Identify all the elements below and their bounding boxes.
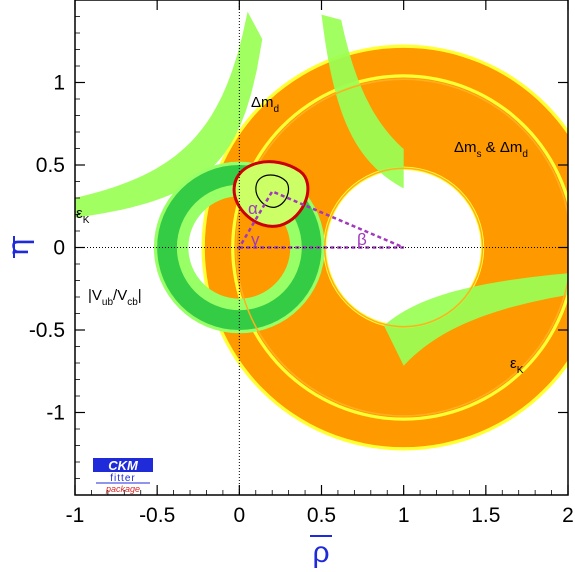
- y-tick-label: 0: [53, 237, 65, 260]
- label-eps-k-right: εK: [510, 355, 524, 376]
- logo-bar: [93, 458, 153, 472]
- x-tick-label: 1.5: [471, 504, 500, 527]
- label-vub-vcb: |Vub/Vcb|: [88, 287, 142, 308]
- y-tick-label: 0.5: [36, 154, 65, 177]
- y-axis-label: η: [2, 239, 35, 256]
- unitarity-triangle: [237, 189, 405, 249]
- y-tick-label: -0.5: [29, 319, 65, 342]
- y-tick-label: 1: [53, 72, 65, 95]
- axis-ticks: -1 -0.5 0 0.5 1 1.5 2 1 0.5 0 -0.5 -1: [29, 0, 574, 527]
- ring-central-line-0: [235, 78, 568, 417]
- ring-delta-ms-md-core: [234, 77, 568, 418]
- label-eps-k-left: εK: [76, 205, 90, 226]
- eps-k-band-left: [75, 11, 263, 218]
- angle-gamma: γ: [251, 230, 260, 249]
- ring-central-line-1: [324, 167, 484, 328]
- fit-contour-inner: [255, 174, 290, 209]
- logo-ckm: CKM: [108, 458, 139, 473]
- angle-beta: β: [357, 230, 367, 249]
- x-tick-label: 2: [562, 504, 574, 527]
- label-delta-ms-md: Δms & Δmd: [454, 139, 528, 160]
- x-tick-label: 0.5: [307, 504, 336, 527]
- logo-package: package: [105, 484, 140, 494]
- label-delta-md: Δmd: [251, 94, 279, 115]
- ckmfitter-logo: CKM fitter package: [93, 458, 153, 494]
- angle-alpha: α: [248, 199, 258, 218]
- x-tick-label: 1: [398, 504, 410, 527]
- x-axis-label: ρ: [312, 536, 329, 569]
- eps-k-band-upper: [321, 14, 404, 189]
- logo-fitter: fitter: [110, 473, 135, 484]
- x-tick-label: -0.5: [139, 504, 175, 527]
- eps-k-band-right: [383, 273, 568, 366]
- constraint-bands: [75, 0, 568, 495]
- x-tick-label: 0: [233, 504, 245, 527]
- x-tick-label: -1: [66, 504, 85, 527]
- y-tick-label: -1: [46, 402, 65, 425]
